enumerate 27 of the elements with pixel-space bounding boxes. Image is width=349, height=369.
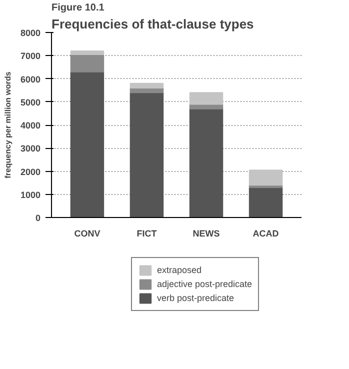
y-tick-label: 5000 xyxy=(20,97,41,108)
y-axis-title: frequency per million words xyxy=(3,71,12,178)
y-tick-label: 4000 xyxy=(20,120,41,130)
chart-subtitle: Frequencies of that-clause types xyxy=(52,16,254,32)
y-tick-label: 7000 xyxy=(20,51,41,62)
x-tick-label: NEWS xyxy=(192,228,220,238)
chart-title: Figure 10.1 xyxy=(52,2,105,14)
bar xyxy=(70,71,104,218)
bar xyxy=(189,108,224,218)
y-tick-label: 8000 xyxy=(20,28,41,38)
y-tick-label: 0 xyxy=(35,213,41,223)
y-tick-label: 2000 xyxy=(20,166,41,177)
y-tick-label: 6000 xyxy=(20,74,41,84)
bar xyxy=(130,92,164,218)
bar xyxy=(70,50,104,55)
x-tick-label: FICT xyxy=(136,228,158,238)
y-tick-label: 1000 xyxy=(20,190,41,200)
bar xyxy=(130,82,164,88)
legend-label: adjective post-predicate xyxy=(157,278,252,290)
x-tick-label: CONV xyxy=(74,228,100,238)
x-tick-label: ACAD xyxy=(252,228,280,238)
legend-label: verb post-predicate xyxy=(157,292,234,304)
y-tick-label: 3000 xyxy=(20,144,41,154)
bar xyxy=(248,186,283,218)
bar xyxy=(248,170,283,186)
legend-label: extraposed xyxy=(157,264,202,276)
bar xyxy=(189,92,224,105)
